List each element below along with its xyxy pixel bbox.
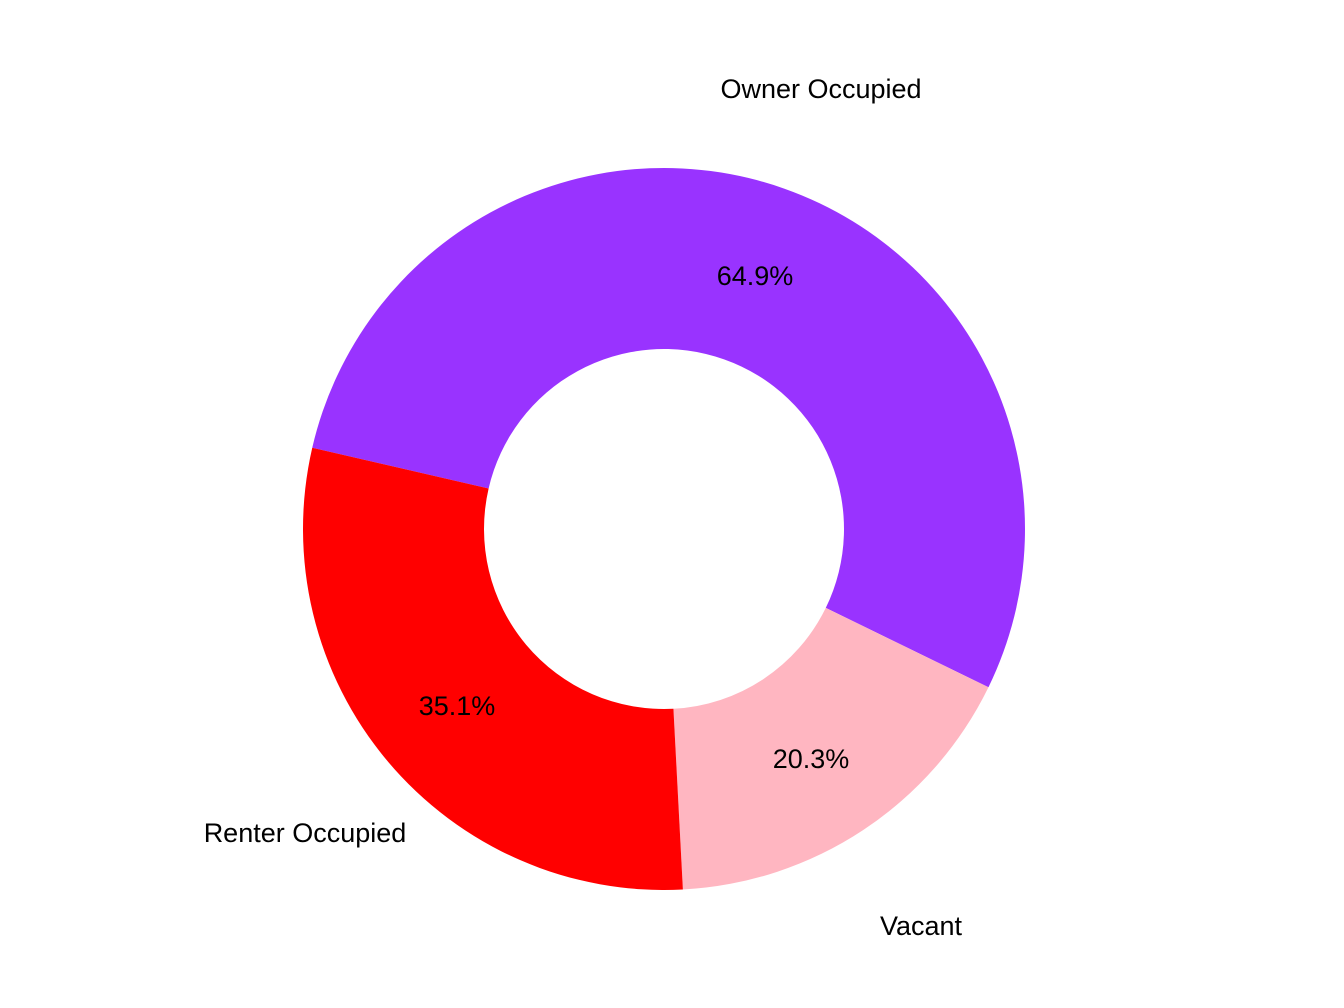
value-label-owner-occupied: 64.9%: [717, 261, 794, 291]
slice-renter-occupied: [302, 447, 683, 890]
value-label-vacant: 20.3%: [773, 744, 850, 774]
category-label-renter-occupied: Renter Occupied: [204, 818, 407, 848]
donut-slices: [302, 168, 1025, 890]
slice-owner-occupied: [312, 168, 1025, 688]
category-label-owner-occupied: Owner Occupied: [720, 74, 921, 104]
category-label-vacant: Vacant: [880, 911, 963, 941]
slice-vacant: [673, 607, 989, 890]
value-label-renter-occupied: 35.1%: [419, 691, 496, 721]
